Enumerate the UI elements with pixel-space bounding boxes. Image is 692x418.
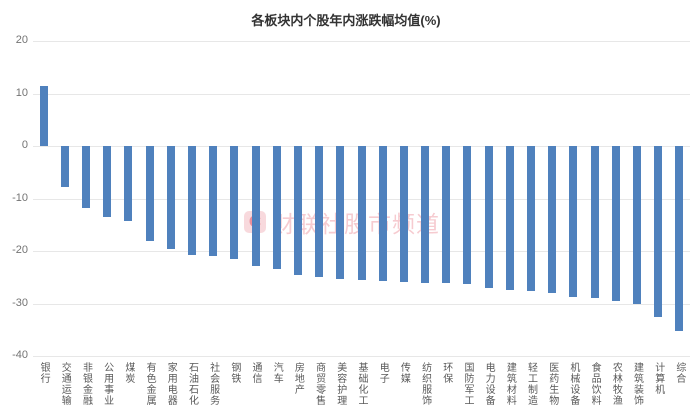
plot-area: C 财联社股市频道 (33, 41, 690, 357)
bar (39, 86, 48, 146)
bar (251, 146, 260, 266)
bar (484, 146, 493, 289)
gridline (33, 41, 690, 42)
gridline (33, 93, 690, 95)
category-label: 食品饮料 (589, 362, 601, 406)
category-label: 有色金属 (144, 362, 156, 406)
bar (124, 146, 133, 222)
category-label: 传媒 (398, 362, 410, 384)
bar (187, 146, 196, 255)
category-label: 商贸零售 (313, 362, 325, 406)
y-tick-label: 10 (15, 86, 28, 99)
bar (315, 146, 324, 277)
bar (103, 146, 112, 217)
category-label: 交通运输 (59, 362, 71, 406)
bar (611, 146, 620, 302)
category-label: 纺织服饰 (419, 362, 431, 406)
y-tick-label: -10 (12, 191, 28, 204)
bar (548, 146, 557, 293)
category-label: 电力设备 (483, 362, 495, 406)
category-label: 非银金融 (80, 362, 92, 406)
y-tick-label: 0 (21, 139, 28, 151)
category-label: 钢铁 (228, 362, 240, 384)
bar (60, 146, 69, 188)
bar (81, 146, 90, 208)
bar (569, 146, 578, 297)
y-tick-label: -20 (12, 244, 28, 256)
category-label: 综合 (673, 362, 685, 384)
category-label: 美容护理 (334, 362, 346, 406)
category-label: 建筑装饰 (631, 362, 643, 406)
category-label: 环保 (440, 362, 452, 384)
bar (505, 146, 514, 290)
bar (145, 146, 154, 241)
bar (442, 146, 451, 284)
y-tick-label: -40 (12, 349, 28, 361)
category-label: 社会服务 (207, 362, 219, 406)
category-label: 公用事业 (101, 362, 113, 406)
bar (336, 146, 345, 279)
category-label: 煤炭 (122, 362, 134, 384)
bar (421, 146, 430, 284)
category-label: 房地产 (292, 362, 304, 395)
bar (357, 146, 366, 281)
category-label: 机械设备 (567, 362, 579, 406)
y-tick-label: -30 (12, 296, 28, 309)
category-label: 轻工制造 (525, 362, 537, 406)
bar (463, 146, 472, 285)
bar (293, 146, 302, 276)
bar (209, 146, 218, 257)
category-label: 基础化工 (356, 362, 367, 406)
bar (527, 146, 536, 292)
category-label: 汽车 (271, 362, 283, 384)
bar (654, 146, 663, 317)
bar (166, 146, 175, 249)
bar (675, 146, 684, 331)
bar (272, 146, 281, 269)
category-label: 医药生物 (546, 362, 558, 406)
category-label: 通信 (250, 362, 262, 384)
category-label: 农林牧渔 (610, 362, 622, 406)
category-label: 电子 (377, 362, 389, 384)
category-label: 石油石化 (186, 362, 198, 406)
bar (633, 146, 642, 305)
chart-title: 各板块内个股年内涨跌幅均值(%) (251, 13, 441, 28)
category-label: 家用电器 (165, 362, 177, 406)
bar (399, 146, 408, 282)
category-label: 银行 (38, 362, 50, 384)
y-tick-label: 20 (15, 34, 28, 46)
category-label: 计算机 (652, 362, 664, 395)
category-label: 建筑材料 (504, 362, 516, 406)
bar (590, 146, 599, 298)
category-label: 国防军工 (461, 362, 473, 406)
gridline (33, 303, 690, 305)
bar (378, 146, 387, 281)
bar (230, 146, 239, 259)
gridline (33, 356, 690, 357)
